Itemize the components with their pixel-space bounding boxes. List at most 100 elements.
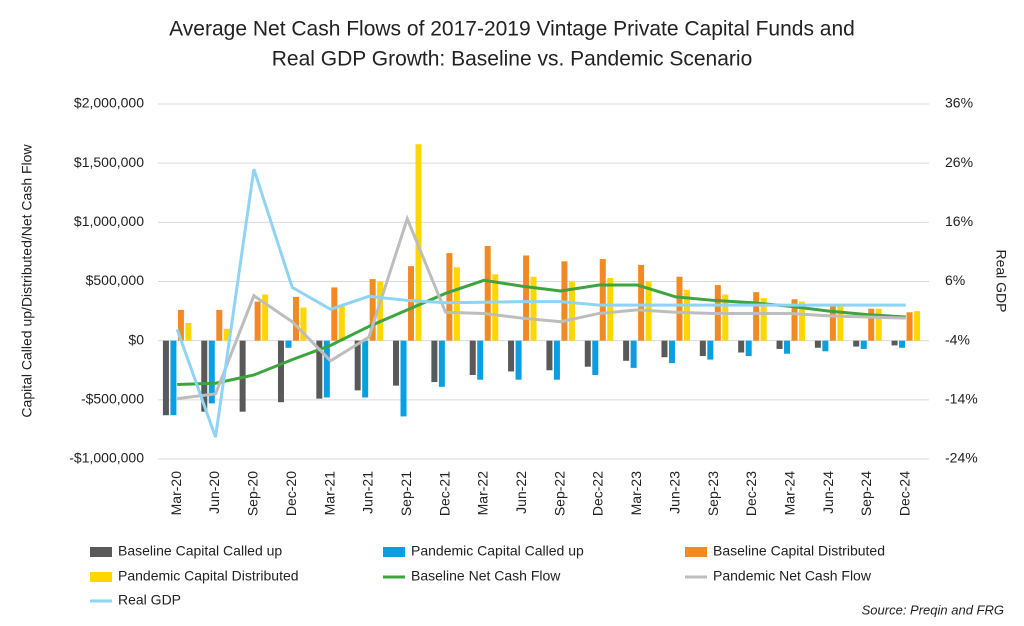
x-tick-label: Dec-21 (436, 471, 452, 516)
bar (875, 308, 882, 341)
bar (323, 340, 330, 398)
bar (853, 340, 860, 347)
line (176, 214, 906, 401)
x-tick-label: Dec-24 (897, 471, 913, 516)
y2-tick-label: 6% (945, 272, 965, 288)
bar (592, 340, 599, 375)
bar (776, 340, 783, 349)
bar (661, 340, 668, 358)
legend-label: Pandemic Capital Called up (411, 543, 584, 559)
bar (707, 340, 714, 360)
bar (408, 266, 415, 341)
bar (630, 340, 637, 368)
chart-title: Average Net Cash Flows of 2017-2019 Vint… (169, 18, 855, 41)
bar (523, 255, 530, 341)
bar (477, 340, 484, 380)
legend-swatch (90, 547, 112, 557)
bar (784, 340, 791, 354)
bar (568, 281, 575, 341)
x-tick-label: Sep-22 (551, 471, 567, 516)
bar (837, 306, 844, 341)
bar (377, 281, 384, 341)
y2-tick-label: -14% (945, 391, 978, 407)
bar (469, 340, 476, 375)
bar (508, 340, 515, 372)
bar (170, 340, 177, 416)
bar (254, 301, 261, 341)
x-tick-label: Mar-24 (781, 471, 797, 516)
bar (431, 340, 438, 383)
bar (599, 259, 606, 341)
bar (553, 340, 560, 380)
x-tick-label: Sep-23 (705, 471, 721, 516)
bar (584, 340, 591, 367)
x-tick-label: Jun-22 (513, 471, 529, 514)
y-axis-title: Capital Called up/Distributed/Net Cash F… (19, 144, 35, 418)
bar (438, 340, 445, 387)
bar (753, 292, 760, 341)
x-tick-label: Jun-21 (360, 471, 376, 514)
x-tick-label: Sep-24 (858, 471, 874, 516)
x-tick-label: Mar-22 (475, 471, 491, 516)
bar (546, 340, 553, 371)
bar (292, 296, 299, 341)
bar (316, 340, 323, 399)
x-tick-label: Jun-23 (666, 471, 682, 514)
bar (400, 340, 407, 417)
x-tick-label: Jun-24 (820, 471, 836, 514)
bar (699, 340, 706, 357)
x-tick-label: Dec-20 (283, 471, 299, 516)
bar (914, 311, 921, 341)
bar (607, 277, 614, 341)
bar (738, 340, 745, 353)
y2-axis-title: Real GDP (993, 249, 1009, 312)
y-tick-label: $1,500,000 (74, 154, 144, 170)
y2-tick-label: -24% (945, 450, 978, 466)
legend-swatch (383, 547, 405, 557)
bar (760, 298, 767, 341)
bar (484, 246, 491, 341)
bar (906, 312, 913, 341)
y-tick-label: -$1,000,000 (69, 450, 144, 466)
y2-tick-label: 36% (945, 95, 973, 111)
x-tick-label: Mar-23 (628, 471, 644, 516)
x-tick-label: Dec-23 (743, 471, 759, 516)
bar (891, 340, 898, 346)
source-note: Source: Preqin and FRG (862, 602, 1004, 617)
bar (185, 322, 192, 341)
x-tick-label: Sep-20 (245, 471, 261, 516)
bar (822, 340, 829, 352)
x-tick-label: Dec-22 (590, 471, 606, 516)
bar (331, 287, 338, 341)
bar (668, 340, 675, 364)
bar (177, 309, 184, 341)
bar (277, 340, 284, 403)
x-tick-label: Sep-21 (398, 471, 414, 516)
bar (162, 340, 169, 416)
x-tick-label: Mar-20 (168, 471, 184, 516)
legend-label: Baseline Capital Distributed (713, 543, 885, 559)
bar (791, 299, 798, 341)
legend-label: Baseline Capital Called up (118, 543, 282, 559)
bar (515, 340, 522, 380)
bar (860, 340, 867, 349)
y-tick-label: $2,000,000 (74, 95, 144, 111)
bar (216, 309, 223, 341)
bar (262, 294, 269, 341)
y-tick-label: $500,000 (86, 272, 145, 288)
bar (369, 279, 376, 341)
y-tick-label: $1,000,000 (74, 213, 144, 229)
x-tick-label: Jun-20 (206, 471, 222, 514)
bar (338, 305, 345, 341)
bar (300, 307, 307, 341)
bar (354, 340, 361, 391)
bar (638, 264, 645, 341)
bar (530, 276, 537, 341)
legend-label: Pandemic Net Cash Flow (713, 568, 872, 584)
chart-title: Real GDP Growth: Baseline vs. Pandemic S… (272, 48, 753, 71)
legend-label: Real GDP (118, 592, 181, 608)
y2-tick-label: 16% (945, 213, 973, 229)
bar (623, 340, 630, 361)
legend-label: Pandemic Capital Distributed (118, 568, 299, 584)
